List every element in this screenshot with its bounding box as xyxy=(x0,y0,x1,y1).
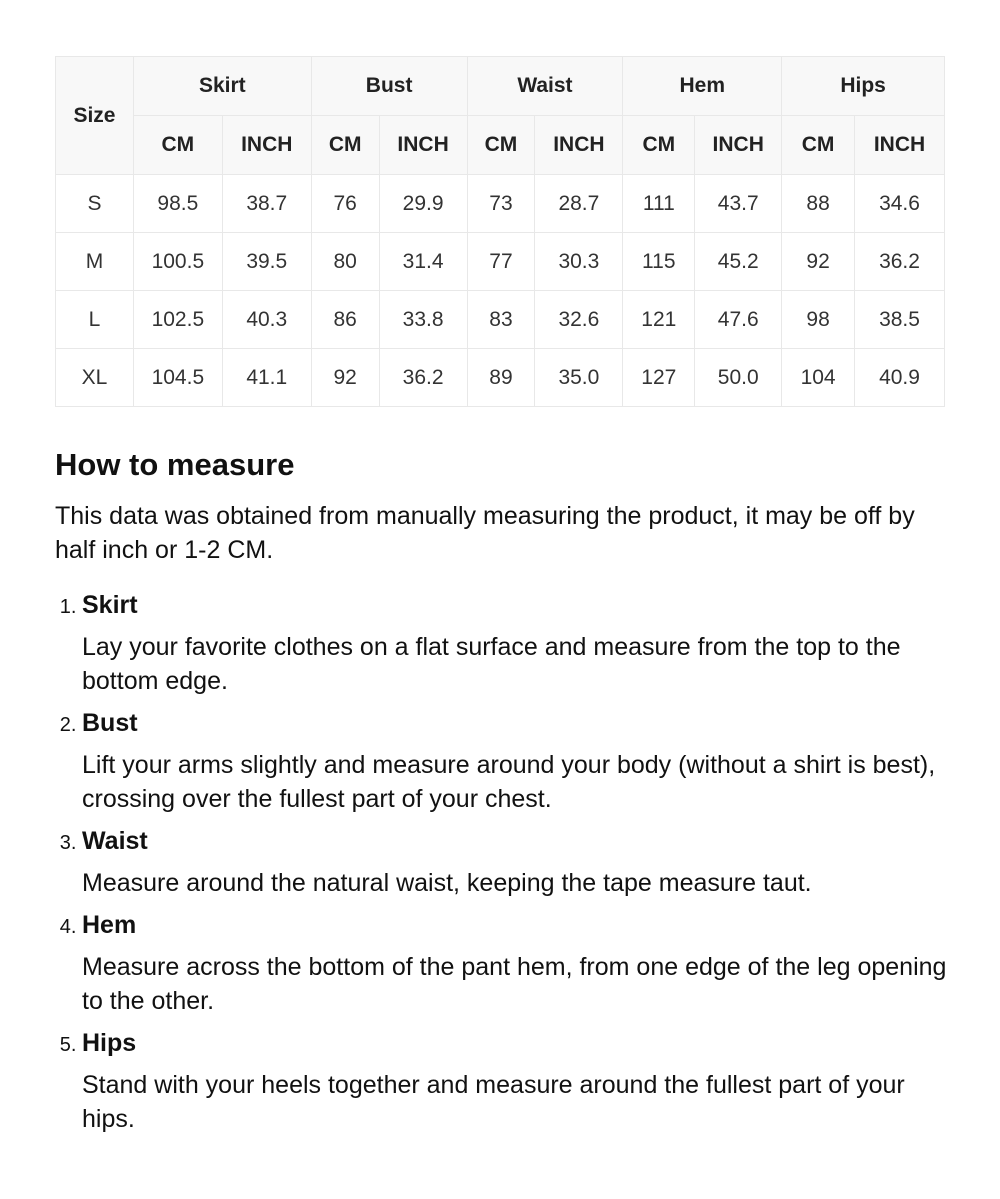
table-cell: 30.3 xyxy=(534,232,624,291)
table-row: M 100.5 39.5 80 31.4 77 30.3 115 45.2 92 36.2 xyxy=(55,232,945,291)
table-cell: 86 xyxy=(310,290,380,349)
item-title: Hem xyxy=(82,911,137,939)
list-item: Skirt Lay your favorite clothes on a flat… xyxy=(82,588,962,698)
item-description: Measure around the natural waist, keepin… xyxy=(82,869,812,897)
unit-header: INCH xyxy=(694,115,783,175)
unit-header: INCH xyxy=(378,115,468,175)
table-cell: 31.4 xyxy=(378,232,468,291)
list-item: Bust Lift your arms slightly and measure … xyxy=(82,706,962,816)
table-cell: 127 xyxy=(622,348,696,407)
item-description: Measure across the bottom of the pant he… xyxy=(82,953,947,1015)
table-cell: 32.6 xyxy=(534,290,624,349)
table-cell: 43.7 xyxy=(694,174,783,233)
group-header: Waist xyxy=(466,56,624,116)
size-header: Size xyxy=(55,56,134,175)
table-cell: 111 xyxy=(622,174,696,233)
table-cell: 35.0 xyxy=(534,348,624,407)
table-cell: 76 xyxy=(310,174,380,233)
item-title: Skirt xyxy=(82,591,138,619)
table-cell: 100.5 xyxy=(132,232,223,291)
group-header: Hem xyxy=(622,56,783,116)
item-title: Bust xyxy=(82,709,138,737)
group-header: Skirt xyxy=(132,56,312,116)
table-cell: 92 xyxy=(310,348,380,407)
unit-header: CM xyxy=(781,115,856,175)
table-cell: 36.2 xyxy=(854,232,945,291)
table-cell: 40.9 xyxy=(854,348,945,407)
size-cell: S xyxy=(55,174,134,233)
item-description: Lay your favorite clothes on a flat surf… xyxy=(82,633,901,695)
unit-header: CM xyxy=(622,115,696,175)
size-cell: XL xyxy=(55,348,134,407)
unit-header: INCH xyxy=(534,115,624,175)
table-cell: 80 xyxy=(310,232,380,291)
list-item: Hem Measure across the bottom of the pant… xyxy=(82,908,962,1018)
table-row: S 98.5 38.7 76 29.9 73 28.7 111 43.7 88 34.6 xyxy=(55,174,945,233)
table-cell: 98 xyxy=(781,290,856,349)
table-cell: 38.7 xyxy=(221,174,312,233)
table-cell: 98.5 xyxy=(132,174,223,233)
group-header: Bust xyxy=(310,56,468,116)
table-cell: 45.2 xyxy=(694,232,783,291)
unit-header: INCH xyxy=(221,115,312,175)
section-title: How to measure xyxy=(55,447,295,482)
table-cell: 33.8 xyxy=(378,290,468,349)
item-description: Stand with your heels together and measu… xyxy=(82,1071,905,1133)
size-chart-table: Size Skirt Bust Waist Hem Hips CM INCH CM INCH CM… xyxy=(55,56,945,407)
measure-list: Skirt Lay your favorite clothes on a flat… xyxy=(0,588,962,1144)
unit-header: CM xyxy=(310,115,380,175)
table-cell: 40.3 xyxy=(221,290,312,349)
table-cell: 88 xyxy=(781,174,856,233)
table-cell: 41.1 xyxy=(221,348,312,407)
table-cell: 115 xyxy=(622,232,696,291)
table-cell: 104 xyxy=(781,348,856,407)
table-cell: 104.5 xyxy=(132,348,223,407)
table-row: XL 104.5 41.1 92 36.2 89 35.0 127 50.0 104 40.9 xyxy=(55,348,945,407)
table-cell: 39.5 xyxy=(221,232,312,291)
item-title: Hips xyxy=(82,1029,137,1057)
item-title: Waist xyxy=(82,827,148,855)
table-cell: 89 xyxy=(466,348,536,407)
table-cell: 34.6 xyxy=(854,174,945,233)
table-cell: 102.5 xyxy=(132,290,223,349)
table-cell: 121 xyxy=(622,290,696,349)
group-header: Hips xyxy=(781,56,945,116)
table-cell: 83 xyxy=(466,290,536,349)
intro-text: This data was obtained from manually mea… xyxy=(55,502,915,564)
table-cell: 29.9 xyxy=(378,174,468,233)
table-cell: 92 xyxy=(781,232,856,291)
table-cell: 36.2 xyxy=(378,348,468,407)
table-cell: 77 xyxy=(466,232,536,291)
table-row: L 102.5 40.3 86 33.8 83 32.6 121 47.6 98 38.5 xyxy=(55,290,945,349)
table-cell: 47.6 xyxy=(694,290,783,349)
item-description: Lift your arms slightly and measure arou… xyxy=(82,751,936,813)
unit-header: CM xyxy=(466,115,536,175)
table-cell: 28.7 xyxy=(534,174,624,233)
list-item: Hips Stand with your heels together and m… xyxy=(82,1026,962,1136)
unit-header: INCH xyxy=(854,115,945,175)
size-cell: L xyxy=(55,290,134,349)
list-item: Waist Measure around the natural waist, k… xyxy=(82,824,962,900)
table-cell: 38.5 xyxy=(854,290,945,349)
table-cell: 73 xyxy=(466,174,536,233)
size-cell: M xyxy=(55,232,134,291)
table-cell: 50.0 xyxy=(694,348,783,407)
unit-header: CM xyxy=(132,115,223,175)
